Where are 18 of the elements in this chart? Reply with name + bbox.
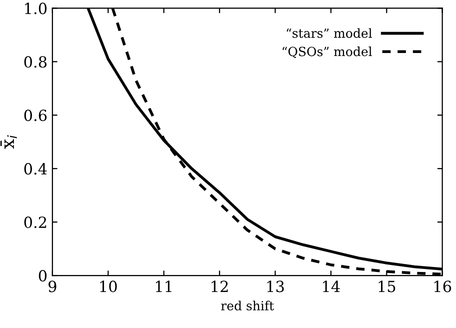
- x-tick-label: 16: [434, 280, 452, 292]
- x-tick-label: 12: [212, 280, 228, 292]
- y-tick-label: 0.6: [24, 110, 47, 122]
- legend-label: “QSOs” model: [282, 46, 372, 58]
- y-tick-label: 0.8: [24, 56, 47, 68]
- x-tick-label: 15: [378, 280, 396, 292]
- y-tick-label: 0.4: [24, 163, 47, 175]
- x-tick-label: 9: [48, 280, 56, 292]
- x-tick-label: 10: [100, 280, 117, 292]
- y-tick-label: 1.0: [25, 2, 47, 14]
- y-tick-label: 0: [38, 270, 47, 282]
- x-tick-label: 13: [267, 280, 284, 292]
- legend-label: “stars” model: [286, 28, 372, 38]
- x-tick-label: 11: [156, 280, 172, 292]
- y-axis-title: x̄$_{i}$: [0, 135, 17, 149]
- x-tick-label: 14: [323, 280, 340, 292]
- x-axis-title: red shift: [221, 300, 274, 310]
- y-tick-label: 0.2: [24, 216, 46, 228]
